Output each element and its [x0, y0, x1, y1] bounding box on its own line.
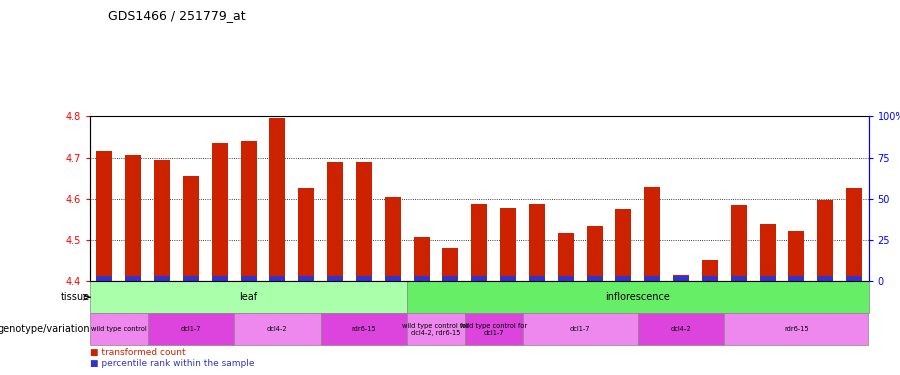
Text: rdr6-15: rdr6-15	[784, 326, 809, 332]
Bar	[644, 187, 661, 281]
Text: wild type control for
dcl1-7: wild type control for dcl1-7	[460, 322, 527, 336]
Text: ■ percentile rank within the sample: ■ percentile rank within the sample	[90, 359, 255, 368]
Bar	[673, 275, 689, 281]
Bar	[529, 204, 544, 281]
Text: dcl4-2: dcl4-2	[670, 326, 691, 332]
Bar	[587, 226, 602, 281]
Bar	[523, 313, 638, 345]
Bar	[760, 224, 776, 281]
Bar	[616, 276, 631, 281]
Text: tissue: tissue	[61, 292, 90, 302]
Bar	[154, 276, 170, 281]
Bar	[500, 208, 516, 281]
Bar	[240, 276, 256, 281]
Bar	[702, 260, 718, 281]
Bar	[183, 176, 199, 281]
Bar	[240, 141, 256, 281]
Bar	[724, 313, 868, 345]
Bar	[846, 188, 862, 281]
Bar	[702, 276, 718, 281]
Bar	[472, 276, 487, 281]
Bar	[407, 313, 464, 345]
Bar	[638, 313, 725, 345]
Bar	[385, 196, 400, 281]
Bar	[328, 276, 343, 281]
Bar	[269, 118, 285, 281]
Bar	[817, 276, 833, 281]
Bar	[846, 276, 862, 281]
Text: dcl1-7: dcl1-7	[181, 326, 202, 332]
Bar	[328, 162, 343, 281]
Bar	[298, 276, 314, 281]
Bar	[96, 276, 112, 281]
Text: genotype/variation: genotype/variation	[0, 324, 90, 334]
Bar	[529, 276, 544, 281]
Bar	[414, 237, 429, 281]
Bar	[407, 281, 868, 313]
Bar	[760, 276, 776, 281]
Bar	[587, 276, 602, 281]
Bar	[673, 276, 689, 281]
Bar	[443, 248, 458, 281]
Bar	[234, 313, 320, 345]
Bar	[269, 276, 285, 281]
Text: dcl1-7: dcl1-7	[570, 326, 590, 332]
Bar	[616, 209, 631, 281]
Bar	[125, 276, 141, 281]
Bar	[731, 205, 747, 281]
Bar	[731, 276, 747, 281]
Bar	[500, 276, 516, 281]
Bar	[90, 313, 148, 345]
Text: wild type control for
dcl4-2, rdr6-15: wild type control for dcl4-2, rdr6-15	[402, 322, 470, 336]
Bar	[817, 200, 833, 281]
Text: ■ transformed count: ■ transformed count	[90, 348, 185, 357]
Bar	[414, 276, 429, 281]
Text: rdr6-15: rdr6-15	[352, 326, 376, 332]
Bar	[298, 188, 314, 281]
Bar	[212, 143, 228, 281]
Bar	[644, 276, 661, 281]
Bar	[154, 159, 170, 281]
Bar	[212, 276, 228, 281]
Bar	[183, 276, 199, 281]
Bar	[148, 313, 234, 345]
Bar	[788, 231, 805, 281]
Bar	[356, 162, 372, 281]
Bar	[356, 276, 372, 281]
Bar	[125, 155, 141, 281]
Bar	[472, 204, 487, 281]
Bar	[90, 281, 407, 313]
Bar	[788, 276, 805, 281]
Bar	[385, 276, 400, 281]
Bar	[320, 313, 407, 345]
Text: GDS1466 / 251779_at: GDS1466 / 251779_at	[108, 9, 246, 22]
Text: dcl4-2: dcl4-2	[267, 326, 288, 332]
Bar	[558, 232, 573, 281]
Text: inflorescence: inflorescence	[606, 292, 670, 302]
Text: wild type control: wild type control	[91, 326, 147, 332]
Text: leaf: leaf	[239, 292, 257, 302]
Bar	[558, 276, 573, 281]
Bar	[96, 152, 112, 281]
Bar	[464, 313, 523, 345]
Bar	[443, 276, 458, 281]
